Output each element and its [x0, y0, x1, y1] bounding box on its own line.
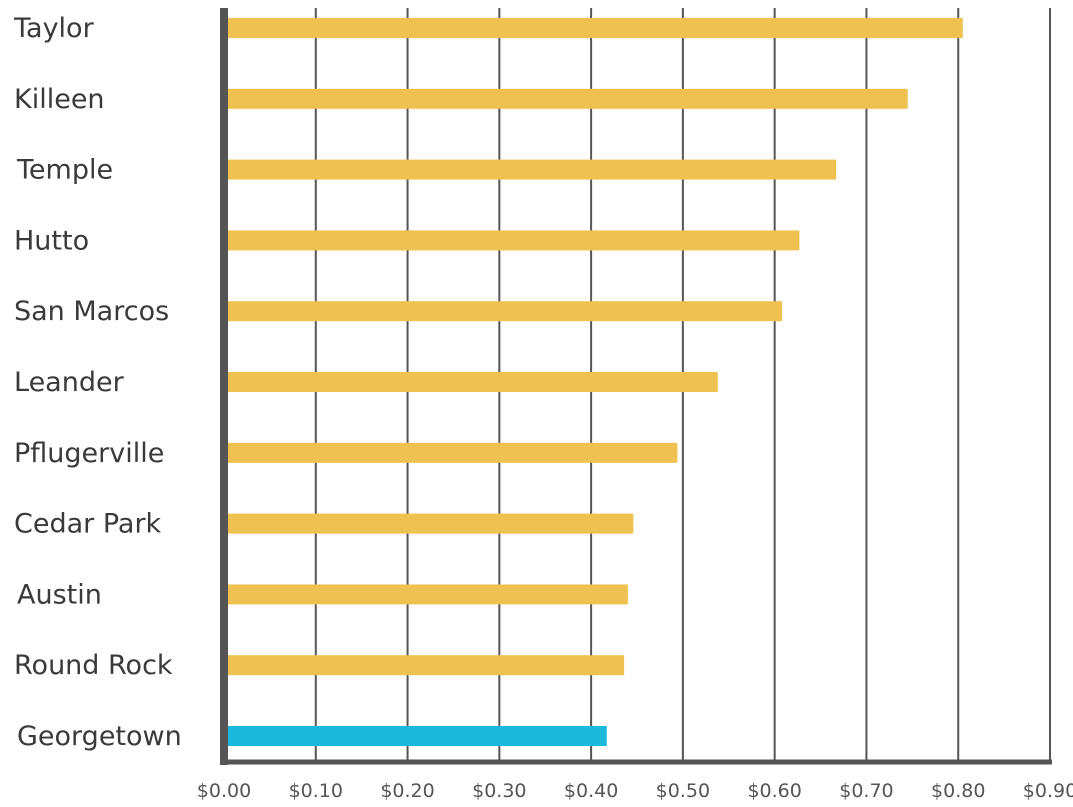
category-label: Round Rock [14, 650, 173, 681]
category-label: Temple [16, 155, 113, 186]
category-label: Cedar Park [14, 509, 162, 540]
x-tick-label: $0.70 [839, 780, 893, 802]
category-labels: Taylor Killeen Temple Hutto San Marcos Leande… [13, 13, 182, 752]
x-tick-label: $0.10 [289, 780, 343, 802]
bar-temple [228, 159, 837, 180]
x-tick-label: $0.80 [931, 780, 985, 802]
bar-round-rock [228, 655, 625, 676]
bar-pflugerville [228, 442, 678, 463]
x-tick-label: $0.20 [380, 780, 434, 802]
bar-killeen [228, 88, 908, 109]
bar-leander [228, 372, 718, 392]
category-label: Taylor [13, 13, 95, 44]
bar-georgetown [228, 726, 607, 746]
x-tick-label: $0.50 [656, 780, 710, 802]
axes [220, 8, 1052, 765]
x-tick-label: $0.90 [1023, 780, 1073, 802]
bar-taylor [228, 18, 963, 38]
category-label: Leander [14, 367, 125, 398]
bar-austin [228, 584, 628, 605]
bars [228, 18, 963, 746]
category-label: Pflugerville [14, 438, 164, 469]
bar-hutto [228, 230, 800, 251]
category-label: Hutto [14, 225, 89, 256]
x-tick-label: $0.60 [747, 780, 801, 802]
x-tick-label: $0.30 [472, 780, 526, 802]
bar-cedar-park [228, 513, 634, 534]
x-tick-label: $0.40 [564, 780, 618, 802]
category-label: Georgetown [17, 721, 182, 752]
category-label: Killeen [14, 84, 105, 115]
x-tick-labels: $0.00 $0.10 $0.20 $0.30 $0.40 $0.50 $0.60 $0.70… [197, 780, 1073, 802]
x-tick-label: $0.00 [197, 780, 251, 802]
category-label: San Marcos [14, 296, 169, 327]
bar-san-marcos [228, 301, 783, 322]
category-label: Austin [17, 579, 102, 610]
